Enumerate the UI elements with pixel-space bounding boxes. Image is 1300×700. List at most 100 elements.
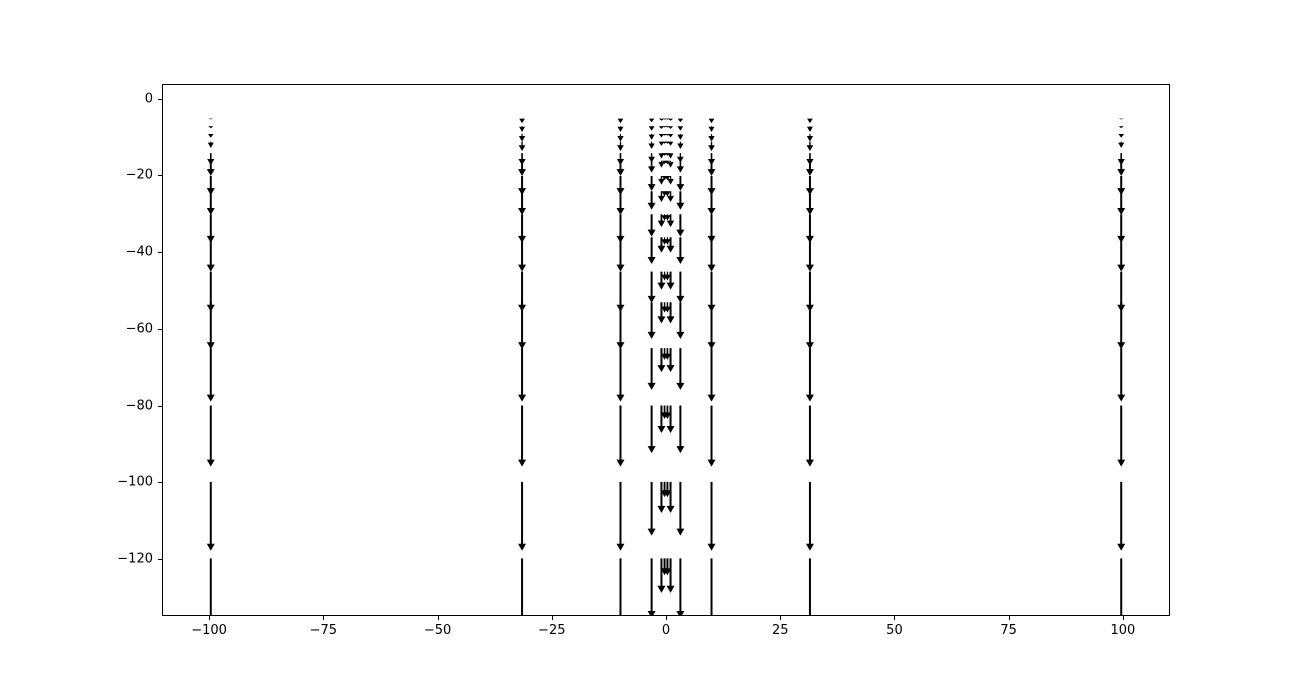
arrow: [648, 191, 656, 209]
x-tick: [209, 616, 210, 620]
arrow: [1117, 405, 1125, 466]
arrow: [648, 272, 656, 303]
arrow: [708, 482, 716, 551]
arrow: [616, 302, 624, 349]
y-tick: [158, 482, 162, 483]
y-tick: [158, 175, 162, 176]
arrow: [208, 134, 214, 138]
arrow: [519, 134, 525, 142]
x-tick: [1123, 616, 1124, 620]
arrow: [208, 119, 213, 120]
arrow: [207, 558, 215, 615]
arrow: [676, 214, 684, 236]
arrow: [676, 482, 684, 536]
x-tick-label: −25: [538, 623, 565, 638]
arrow: [677, 134, 683, 140]
arrow: [207, 237, 215, 271]
arrow: [617, 161, 625, 176]
arrow: [676, 302, 684, 339]
arrow: [708, 237, 716, 271]
arrow: [1118, 134, 1124, 138]
arrow: [668, 134, 673, 137]
arrow: [1117, 348, 1125, 402]
arrow: [518, 302, 526, 349]
x-tick: [666, 616, 667, 620]
arrow: [518, 558, 526, 615]
arrow: [648, 142, 654, 149]
arrow: [518, 161, 526, 176]
arrow: [668, 119, 673, 121]
arrow: [678, 126, 684, 130]
y-tick-label: −80: [126, 398, 153, 413]
arrow: [676, 237, 684, 264]
y-tick: [158, 99, 162, 100]
arrow: [1117, 161, 1125, 176]
arrow: [806, 558, 814, 615]
arrow: [807, 134, 813, 142]
arrow: [518, 191, 526, 215]
arrow: [1117, 191, 1125, 215]
arrow: [676, 558, 684, 615]
plot-area: [162, 84, 1170, 616]
x-tick: [323, 616, 324, 620]
arrow: [518, 237, 526, 271]
arrow: [1119, 119, 1124, 120]
arrow: [648, 348, 656, 390]
arrow: [616, 191, 624, 215]
arrow: [807, 126, 813, 132]
y-tick-label: −20: [126, 168, 153, 183]
arrow: [708, 142, 715, 152]
arrow: [518, 405, 526, 466]
x-tick-label: −100: [191, 623, 227, 638]
arrow: [207, 161, 215, 176]
y-tick: [158, 559, 162, 560]
y-tick-label: 0: [145, 91, 153, 106]
arrow: [1117, 482, 1125, 551]
arrow: [616, 348, 624, 402]
arrow: [519, 126, 525, 132]
arrow: [806, 302, 814, 349]
arrow: [648, 161, 655, 173]
arrow: [708, 405, 716, 466]
arrow: [519, 119, 525, 124]
arrow: [618, 119, 624, 124]
arrow: [616, 482, 624, 551]
y-tick: [158, 329, 162, 330]
arrow: [208, 126, 213, 128]
x-tick-label: 50: [886, 623, 903, 638]
arrow: [708, 348, 716, 402]
arrow: [677, 176, 685, 191]
arrow: [207, 482, 215, 551]
x-tick: [894, 616, 895, 620]
arrow: [518, 482, 526, 551]
figure: −100−75−50−2502550751000−20−40−60−80−100…: [0, 0, 1300, 700]
arrow: [806, 348, 814, 402]
x-tick-label: 0: [662, 623, 670, 638]
x-tick-label: 75: [1000, 623, 1017, 638]
arrow: [648, 482, 656, 536]
y-tick: [158, 252, 162, 253]
arrow: [207, 191, 215, 215]
arrow: [709, 126, 715, 132]
arrow: [648, 405, 656, 453]
y-tick-label: −40: [126, 245, 153, 260]
arrow: [708, 161, 716, 176]
arrow: [648, 302, 656, 339]
arrow: [519, 142, 526, 152]
arrow: [648, 558, 656, 615]
quiver-field: [163, 85, 1169, 615]
arrow: [677, 142, 683, 149]
arrow: [617, 134, 623, 142]
arrow: [208, 142, 214, 148]
arrow: [806, 161, 814, 176]
arrow: [668, 153, 674, 159]
x-tick-label: 100: [1111, 623, 1136, 638]
arrow: [618, 126, 624, 132]
arrow: [668, 126, 673, 129]
y-tick-label: −120: [117, 552, 153, 567]
arrow: [207, 405, 215, 466]
arrow: [616, 237, 624, 271]
arrow: [708, 302, 716, 349]
arrow: [648, 176, 656, 191]
arrow: [806, 191, 814, 215]
